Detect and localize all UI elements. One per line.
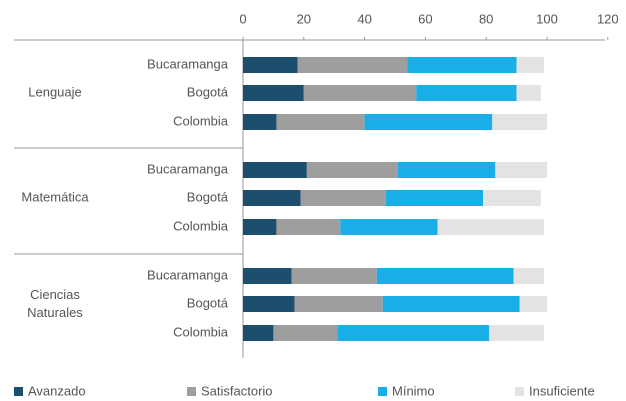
bar-segment [495, 162, 547, 178]
x-tick-label: 60 [418, 11, 432, 26]
bar-segment [340, 219, 438, 235]
bar-segment [519, 296, 547, 312]
legend-label: Satisfactorio [201, 383, 273, 398]
category-label: Bucaramanga [147, 56, 229, 71]
x-tick-label: 100 [536, 11, 558, 26]
bar-segment [382, 296, 520, 312]
bar-segment [437, 219, 544, 235]
category-label: Bogotá [187, 189, 229, 204]
category-label: Colombia [173, 324, 229, 339]
legend-swatch [14, 387, 23, 396]
bar-segment [243, 190, 301, 206]
bar-segment [306, 162, 399, 178]
bar-segment [300, 190, 386, 206]
bar-segment [294, 296, 383, 312]
bar-segment [243, 114, 277, 130]
legend-swatch [515, 387, 524, 396]
category-label: Bucaramanga [147, 161, 229, 176]
legend-label: Insuficiente [529, 383, 595, 398]
x-tick-label: 80 [479, 11, 493, 26]
bar-segment [276, 114, 365, 130]
bar-segment [513, 268, 544, 284]
category-label: Bogotá [187, 84, 229, 99]
legend-swatch [378, 387, 387, 396]
bar-segment [297, 57, 408, 73]
group-label: Ciencias Naturales [27, 287, 83, 320]
bar-segment [483, 190, 541, 206]
x-tick-label: 20 [297, 11, 311, 26]
bar-segment [416, 85, 517, 101]
bar-segment [243, 325, 274, 341]
bar-segment [243, 57, 298, 73]
bar-segment [385, 190, 484, 206]
category-label: Bucaramanga [147, 267, 229, 282]
bar-segment [276, 219, 341, 235]
legend-label: Mínimo [392, 383, 435, 398]
bar-segment [243, 268, 292, 284]
bar-segment [516, 57, 544, 73]
bar-segment [337, 325, 490, 341]
x-tick-label: 40 [357, 11, 371, 26]
legend-label: Avanzado [28, 383, 86, 398]
bar-segment [291, 268, 377, 284]
x-tick-label: 120 [597, 11, 619, 26]
bar-segment [407, 57, 517, 73]
bar-segment [273, 325, 338, 341]
bar-segment [376, 268, 514, 284]
x-tick-label: 0 [239, 11, 246, 26]
category-label: Bogotá [187, 295, 229, 310]
bar-segment [243, 85, 304, 101]
group-label: Matemática [21, 189, 89, 204]
legend-swatch [187, 387, 196, 396]
bar-segment [243, 219, 277, 235]
bar-segment [492, 114, 547, 130]
bar-segment [516, 85, 541, 101]
category-label: Colombia [173, 113, 229, 128]
bar-segment [243, 296, 295, 312]
bar-segment [398, 162, 496, 178]
bar-segment [364, 114, 493, 130]
bar-segment [303, 85, 417, 101]
bar-segment [243, 162, 307, 178]
category-label: Colombia [173, 218, 229, 233]
bar-segment [489, 325, 544, 341]
group-label: Lenguaje [28, 84, 82, 99]
